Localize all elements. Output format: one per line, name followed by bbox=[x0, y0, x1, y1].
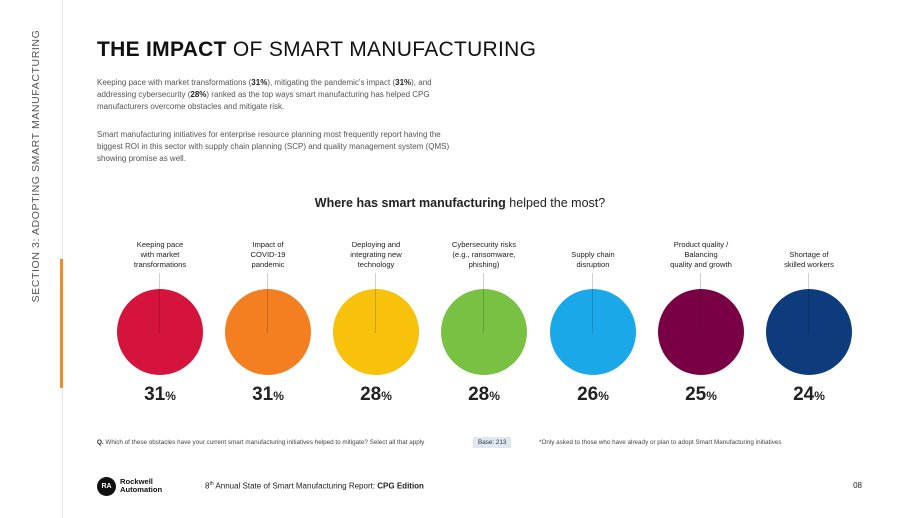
logo-mark-icon: RA bbox=[97, 476, 116, 496]
page-title-bold: THE IMPACT bbox=[97, 38, 227, 61]
bubble bbox=[225, 289, 311, 375]
bubble-column: Deploying and integrating new technology 28… bbox=[311, 0, 441, 420]
category-label: Deploying and integrating new technology bbox=[350, 240, 402, 269]
connector-line-inner bbox=[159, 289, 160, 333]
bubble bbox=[766, 289, 852, 375]
value-label: 28% bbox=[468, 384, 500, 405]
category-label: Product quality / Balancing quality and gr… bbox=[670, 240, 732, 269]
intro-paragraph-2: Smart manufacturing initiatives for ente… bbox=[97, 130, 450, 163]
section-accent-bar bbox=[60, 259, 63, 388]
bubble bbox=[441, 289, 527, 375]
value-label: 31% bbox=[252, 384, 284, 405]
value-label: 31% bbox=[144, 384, 176, 405]
footnote: *Only asked to those who have already or… bbox=[539, 439, 782, 446]
connector-line-inner bbox=[592, 289, 593, 333]
connector-line-inner bbox=[375, 289, 376, 333]
category-label: Cybersecurity risks (e.g., ransomware, phi… bbox=[451, 240, 517, 269]
bubble bbox=[117, 289, 203, 375]
connector-line bbox=[483, 273, 484, 289]
value-label: 25% bbox=[685, 384, 717, 405]
connector-line bbox=[700, 273, 701, 289]
value-label: 26% bbox=[577, 384, 609, 405]
logo-wordmark: Rockwell Automation bbox=[120, 477, 163, 494]
category-label: Impact of COVID-19 pandemic bbox=[250, 240, 286, 269]
chart-title-bold: Where has smart manufacturing bbox=[314, 196, 506, 210]
base-badge: Base: 213 bbox=[473, 437, 512, 448]
bubble bbox=[550, 289, 636, 375]
bubble-column: Cybersecurity risks (e.g., ransomware, phi… bbox=[419, 0, 549, 420]
page-number: 08 bbox=[853, 481, 862, 490]
connector-line bbox=[375, 273, 376, 289]
page-title: THE IMPACT OF SMART MANUFACTURING bbox=[97, 38, 536, 62]
bubble-column: Impact of COVID-19 pandemic 31% bbox=[203, 0, 333, 420]
connector-line bbox=[159, 273, 160, 289]
bubble bbox=[658, 289, 744, 375]
page-title-rest: OF SMART MANUFACTURING bbox=[232, 38, 537, 61]
bubble-column: Shortage of skilled workers 24% bbox=[744, 0, 874, 420]
connector-line-inner bbox=[267, 289, 268, 333]
connector-line-inner bbox=[700, 289, 701, 333]
connector-line bbox=[267, 273, 268, 289]
intro-paragraph-1: Keeping pace with market transformations… bbox=[97, 78, 432, 111]
bubble-column: Keeping pace with market transformations 31… bbox=[95, 0, 225, 420]
bubble bbox=[333, 289, 419, 375]
value-label: 28% bbox=[360, 384, 392, 405]
rockwell-logo: RA Rockwell Automation bbox=[97, 476, 162, 496]
report-title: 8th Annual State of Smart Manufacturing … bbox=[205, 481, 424, 491]
chart-title-rest: helped the most? bbox=[509, 196, 606, 210]
survey-question: Q. Which of these obstacles have your cu… bbox=[97, 439, 425, 446]
connector-line-inner bbox=[808, 289, 809, 333]
category-label: Supply chain disruption bbox=[571, 250, 615, 269]
chart-title: Where has smart manufacturing helped the… bbox=[0, 196, 920, 210]
connector-line bbox=[592, 273, 593, 289]
connector-line bbox=[808, 273, 809, 289]
bubble-column: Product quality / Balancing quality and gr… bbox=[636, 0, 766, 420]
bubble-column: Supply chain disruption 26% bbox=[528, 0, 658, 420]
value-label: 24% bbox=[793, 384, 825, 405]
connector-line-inner bbox=[483, 289, 484, 333]
category-label: Keeping pace with market transformations bbox=[133, 240, 187, 269]
category-label: Shortage of skilled workers bbox=[784, 250, 834, 269]
